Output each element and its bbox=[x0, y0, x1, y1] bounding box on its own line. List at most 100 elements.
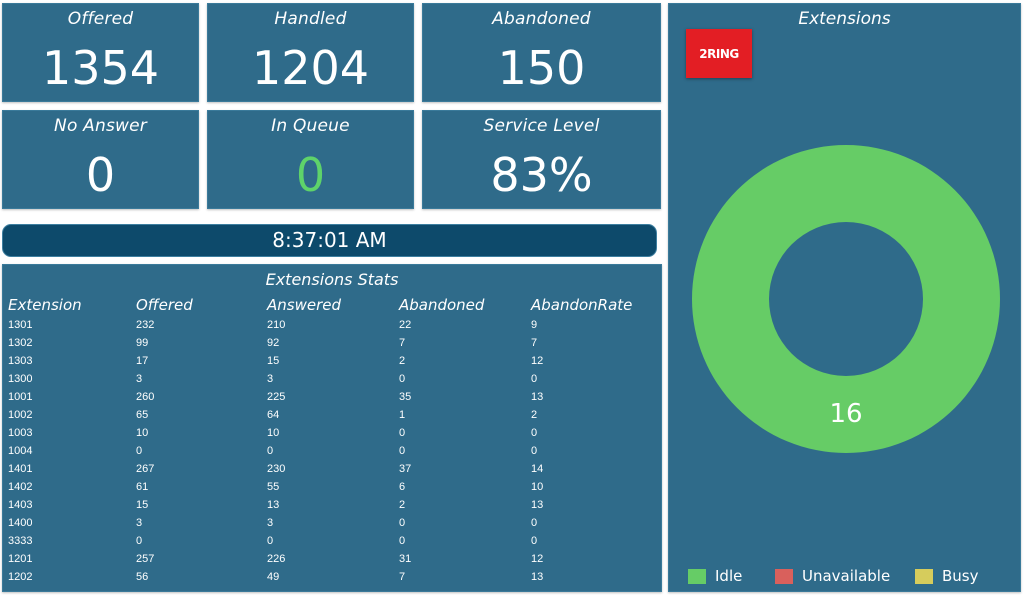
cell-answered: 230 bbox=[267, 463, 286, 475]
cell-offered: 0 bbox=[136, 445, 143, 457]
extensions-title: Extensions bbox=[798, 9, 891, 29]
kpi-handled-label: Handled bbox=[274, 9, 347, 29]
cell-abandoned: 0 bbox=[399, 427, 406, 439]
cell-extension: 1403 bbox=[8, 499, 33, 511]
cell-answered: 3 bbox=[267, 517, 274, 529]
extensions-donut-chart: 16 bbox=[692, 145, 1000, 453]
cell-extension: 1303 bbox=[8, 355, 33, 367]
cell-abandon-rate: 9 bbox=[531, 319, 538, 331]
table-row: 1402 61 55 6 10 bbox=[7, 478, 659, 496]
cell-extension: 1004 bbox=[8, 445, 33, 457]
kpi-abandoned-value: 150 bbox=[497, 41, 586, 95]
table-row: 1401 267 230 37 14 bbox=[7, 460, 659, 478]
extensions-stats-panel: Extensions Stats Extension Offered Answe… bbox=[2, 264, 662, 592]
cell-extension: 1302 bbox=[8, 337, 33, 349]
cell-abandoned: 1 bbox=[399, 409, 406, 421]
cell-abandoned: 37 bbox=[399, 463, 412, 475]
cell-abandon-rate: 13 bbox=[531, 499, 544, 511]
cell-abandoned: 0 bbox=[399, 373, 406, 385]
cell-abandon-rate: 12 bbox=[531, 355, 544, 367]
cell-offered: 17 bbox=[136, 355, 149, 367]
cell-extension: 1402 bbox=[8, 481, 33, 493]
cell-extension: 3333 bbox=[8, 535, 33, 547]
cell-extension: 1201 bbox=[8, 553, 33, 565]
cell-answered: 92 bbox=[267, 337, 280, 349]
cell-abandoned: 22 bbox=[399, 319, 412, 331]
kpi-offered: Offered 1354 bbox=[2, 3, 199, 102]
cell-abandoned: 0 bbox=[399, 445, 406, 457]
extensions-stats-title: Extensions Stats bbox=[265, 270, 399, 289]
cell-offered: 61 bbox=[136, 481, 149, 493]
cell-answered: 15 bbox=[267, 355, 280, 367]
kpi-service-level-label: Service Level bbox=[483, 116, 600, 136]
legend-swatch-unavailable bbox=[775, 568, 793, 584]
clock-display: 8:37:01 AM bbox=[2, 224, 657, 257]
cell-answered: 226 bbox=[267, 553, 286, 565]
cell-offered: 0 bbox=[136, 535, 143, 547]
cell-abandon-rate: 13 bbox=[531, 571, 544, 583]
kpi-no-answer: No Answer 0 bbox=[2, 110, 199, 209]
legend-swatch-busy bbox=[915, 568, 933, 584]
kpi-abandoned-label: Abandoned bbox=[492, 9, 591, 29]
cell-offered: 232 bbox=[136, 319, 155, 331]
kpi-in-queue: In Queue 0 bbox=[207, 110, 414, 209]
brand-logo: 2RING bbox=[686, 29, 752, 78]
cell-abandoned: 0 bbox=[399, 517, 406, 529]
column-header-answered: Answered bbox=[267, 296, 341, 314]
cell-answered: 10 bbox=[267, 427, 280, 439]
extensions-panel: Extensions 2RING 16 Idle Unavailable Bus… bbox=[668, 3, 1021, 592]
cell-offered: 267 bbox=[136, 463, 155, 475]
cell-extension: 1001 bbox=[8, 391, 33, 403]
kpi-handled-value: 1204 bbox=[251, 41, 370, 95]
legend-item-idle[interactable]: Idle bbox=[688, 567, 742, 585]
donut-slice-idle[interactable] bbox=[692, 145, 1000, 453]
cell-abandoned: 2 bbox=[399, 499, 406, 511]
cell-abandon-rate: 14 bbox=[531, 463, 544, 475]
table-row: 3333 0 0 0 0 bbox=[7, 532, 659, 550]
cell-abandoned: 7 bbox=[399, 337, 406, 349]
kpi-in-queue-label: In Queue bbox=[271, 116, 350, 136]
table-header-row: Extension Offered Answered Abandoned Aba… bbox=[7, 294, 659, 316]
cell-abandoned: 35 bbox=[399, 391, 412, 403]
cell-extension: 1401 bbox=[8, 463, 33, 475]
cell-extension: 1300 bbox=[8, 373, 33, 385]
cell-abandoned: 6 bbox=[399, 481, 406, 493]
cell-extension: 1002 bbox=[8, 409, 33, 421]
table-row: 1202 56 49 7 13 bbox=[7, 568, 659, 586]
table-row: 1302 99 92 7 7 bbox=[7, 334, 659, 352]
cell-answered: 3 bbox=[267, 373, 274, 385]
kpi-handled: Handled 1204 bbox=[207, 3, 414, 102]
kpi-service-level: Service Level 83% bbox=[422, 110, 661, 209]
table-row: 1300 3 3 0 0 bbox=[7, 370, 659, 388]
cell-abandon-rate: 0 bbox=[531, 445, 538, 457]
cell-answered: 0 bbox=[267, 445, 274, 457]
cell-offered: 56 bbox=[136, 571, 149, 583]
cell-abandon-rate: 12 bbox=[531, 553, 544, 565]
cell-offered: 15 bbox=[136, 499, 149, 511]
cell-abandon-rate: 13 bbox=[531, 391, 544, 403]
cell-extension: 1202 bbox=[8, 571, 33, 583]
legend-item-unavailable[interactable]: Unavailable bbox=[775, 567, 890, 585]
cell-extension: 1003 bbox=[8, 427, 33, 439]
cell-abandon-rate: 0 bbox=[531, 373, 538, 385]
table-row: 1403 15 13 2 13 bbox=[7, 496, 659, 514]
cell-answered: 55 bbox=[267, 481, 280, 493]
legend-item-busy[interactable]: Busy bbox=[915, 567, 979, 585]
cell-answered: 49 bbox=[267, 571, 280, 583]
legend-label-unavailable: Unavailable bbox=[802, 567, 891, 585]
cell-answered: 225 bbox=[267, 391, 286, 403]
brand-logo-text: 2RING bbox=[699, 46, 739, 61]
cell-answered: 64 bbox=[267, 409, 280, 421]
cell-offered: 260 bbox=[136, 391, 155, 403]
cell-abandon-rate: 7 bbox=[531, 337, 538, 349]
table-row: 1400 3 3 0 0 bbox=[7, 514, 659, 532]
cell-abandoned: 7 bbox=[399, 571, 406, 583]
cell-abandon-rate: 0 bbox=[531, 535, 538, 547]
donut-value-label: 16 bbox=[829, 399, 862, 429]
kpi-no-answer-label: No Answer bbox=[54, 116, 147, 136]
kpi-offered-value: 1354 bbox=[41, 41, 160, 95]
cell-abandon-rate: 0 bbox=[531, 517, 538, 529]
extensions-stats-table: Extension Offered Answered Abandoned Aba… bbox=[7, 294, 659, 586]
cell-extension: 1301 bbox=[8, 319, 33, 331]
column-header-offered: Offered bbox=[136, 296, 193, 314]
